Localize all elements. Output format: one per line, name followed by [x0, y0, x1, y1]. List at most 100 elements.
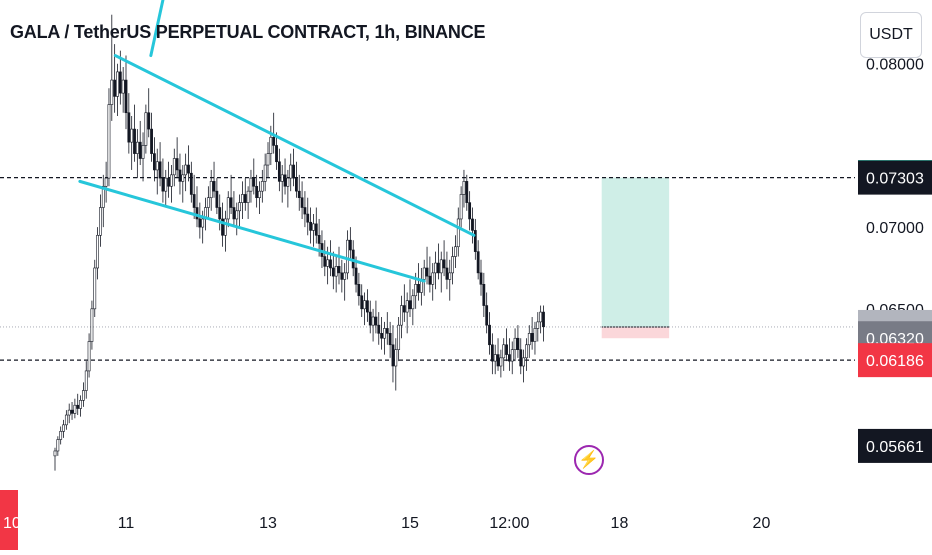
candle-body [158, 161, 162, 179]
candle-body [187, 164, 190, 174]
candle [232, 191, 236, 228]
candle [263, 153, 267, 192]
candle-body [329, 259, 332, 269]
candle-body [337, 266, 341, 274]
candle-body [357, 284, 361, 297]
candle [402, 284, 406, 322]
candle [473, 218, 477, 260]
horizontal-levels[interactable] [0, 177, 855, 361]
candle [391, 325, 395, 383]
candle [476, 240, 480, 280]
candle-body [232, 207, 236, 220]
candle [147, 88, 151, 138]
candle [451, 246, 455, 285]
left-edge-label: 10 [3, 515, 21, 532]
candle [79, 395, 82, 417]
candle [206, 186, 210, 219]
candle-body [346, 239, 349, 274]
candle-body [519, 349, 523, 367]
long-position-tool[interactable] [601, 177, 670, 339]
candle [252, 158, 256, 195]
currency-button[interactable]: USDT [860, 12, 922, 58]
candle-body [201, 218, 205, 228]
candle [428, 256, 432, 293]
candle [434, 251, 437, 290]
candle [448, 259, 452, 301]
candle-body [224, 218, 227, 236]
candle-body [206, 197, 210, 208]
candle [189, 161, 193, 203]
candle [90, 300, 94, 350]
candle-body [255, 185, 259, 199]
candle [275, 132, 278, 170]
candle [493, 344, 497, 375]
candle-body [513, 337, 517, 350]
candle-body [539, 311, 543, 323]
candle-body [471, 218, 474, 231]
candle [417, 263, 420, 301]
candle-body [212, 181, 216, 192]
candle-body [391, 344, 395, 367]
candle [507, 338, 511, 371]
candle [419, 267, 423, 306]
candle-body [462, 181, 466, 195]
lightning-icon[interactable]: ⚡ [574, 445, 604, 475]
candle-body [542, 311, 545, 328]
channel-upper-line[interactable] [113, 54, 476, 237]
candle [357, 272, 361, 306]
candle-body [70, 409, 74, 414]
candle [394, 338, 398, 391]
candle-body [525, 344, 528, 359]
candles-layer [53, 14, 545, 471]
candle-body [101, 185, 105, 208]
trend-channel[interactable] [78, 0, 476, 283]
candle [351, 240, 355, 277]
candle [144, 104, 148, 154]
channel-lower-line[interactable] [78, 179, 426, 283]
candle-body [456, 218, 460, 248]
candle-body [218, 207, 222, 220]
candle-body [428, 275, 432, 285]
candle-body [59, 431, 63, 440]
candle [67, 403, 71, 424]
candle [62, 419, 65, 438]
candle [150, 112, 153, 162]
channel-handle-line[interactable] [149, 0, 165, 58]
candle-body [306, 213, 310, 223]
candle-body [536, 321, 540, 329]
candle [348, 227, 352, 260]
candle [482, 272, 486, 317]
candle-body [53, 450, 57, 457]
candle [153, 137, 156, 182]
candle [170, 165, 173, 203]
time-axis: 11 13 15 12:00 18 20 10 [0, 490, 770, 550]
candle [127, 93, 131, 154]
candle-body [215, 190, 219, 208]
candle-body [490, 344, 494, 362]
candle-body [314, 223, 318, 236]
candle-body [425, 267, 429, 277]
candle-body [147, 112, 151, 130]
candle [82, 382, 85, 407]
candle [181, 165, 185, 203]
candle [411, 289, 415, 326]
candle-body [402, 305, 406, 313]
candle [436, 243, 440, 280]
candle-body [417, 284, 420, 293]
candle [300, 181, 304, 219]
candle-body [383, 328, 386, 339]
candle [192, 174, 196, 219]
stop-zone[interactable] [601, 326, 670, 339]
candle [87, 333, 91, 378]
candle [456, 207, 460, 257]
target-zone[interactable] [601, 177, 670, 327]
candle-body [371, 316, 375, 326]
candle-body [226, 197, 230, 220]
candle [365, 289, 369, 322]
candle [277, 148, 281, 192]
candle-body [368, 311, 372, 326]
candle [283, 158, 287, 195]
candle-body [67, 409, 71, 416]
